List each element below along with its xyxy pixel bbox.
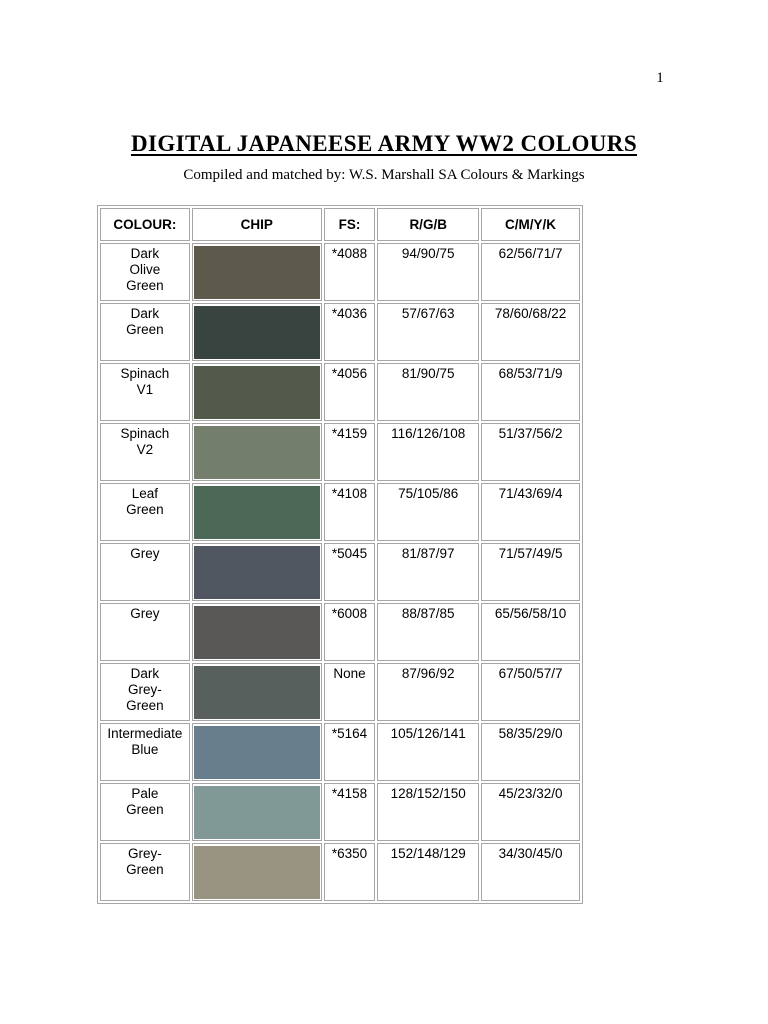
column-header-chip: CHIP	[191, 208, 322, 241]
table-row: Grey *5045 81/87/97 71/57/49/5	[100, 543, 580, 601]
fs-cell: *6008	[323, 603, 376, 661]
colour-name-cell: Spinach V2	[100, 423, 190, 481]
chip-cell	[191, 483, 322, 541]
table-row: Spinach V2 *4159 116/126/108 51/37/56/2	[100, 423, 580, 481]
fs-cell: *6350	[323, 843, 376, 901]
colour-chip-swatch	[193, 726, 320, 779]
table-row: Leaf Green *4108 75/105/86 71/43/69/4	[100, 483, 580, 541]
chip-cell	[191, 603, 322, 661]
cmyk-cell: 65/56/58/10	[481, 603, 580, 661]
fs-cell: None	[323, 663, 376, 721]
colour-chip-swatch	[193, 666, 320, 719]
colour-name-cell: Dark Olive Green	[100, 243, 190, 301]
chip-cell	[191, 843, 322, 901]
fs-cell: *4088	[323, 243, 376, 301]
fs-cell: *5045	[323, 543, 376, 601]
fs-cell: *4159	[323, 423, 376, 481]
chip-cell	[191, 783, 322, 841]
column-header-cmyk: C/M/Y/K	[481, 208, 580, 241]
rgb-cell: 128/152/150	[377, 783, 480, 841]
column-header-rgb: R/G/B	[377, 208, 480, 241]
chip-cell	[191, 723, 322, 781]
cmyk-cell: 34/30/45/0	[481, 843, 580, 901]
fs-cell: *4036	[323, 303, 376, 361]
chip-cell	[191, 543, 322, 601]
colour-name-cell: Intermediate Blue	[100, 723, 190, 781]
chip-cell	[191, 243, 322, 301]
cmyk-cell: 78/60/68/22	[481, 303, 580, 361]
table-row: Dark Olive Green *4088 94/90/75 62/56/71…	[100, 243, 580, 301]
table-row: Pale Green *4158 128/152/150 45/23/32/0	[100, 783, 580, 841]
rgb-cell: 57/67/63	[377, 303, 480, 361]
colour-name-cell: Grey- Green	[100, 843, 190, 901]
fs-cell: *4056	[323, 363, 376, 421]
cmyk-cell: 58/35/29/0	[481, 723, 580, 781]
column-header-colour: COLOUR:	[100, 208, 190, 241]
fs-cell: *4108	[323, 483, 376, 541]
colour-chip-swatch	[193, 546, 320, 599]
colour-name-cell: Leaf Green	[100, 483, 190, 541]
rgb-cell: 105/126/141	[377, 723, 480, 781]
table-header-row: COLOUR: CHIP FS: R/G/B C/M/Y/K	[100, 208, 580, 241]
page-subtitle: Compiled and matched by: W.S. Marshall S…	[183, 167, 585, 183]
colour-table: COLOUR: CHIP FS: R/G/B C/M/Y/K Dark Oliv…	[97, 205, 583, 904]
cmyk-cell: 45/23/32/0	[481, 783, 580, 841]
table-row: Dark Grey- Green None 87/96/92 67/50/57/…	[100, 663, 580, 721]
colour-name-cell: Pale Green	[100, 783, 190, 841]
table-row: Dark Green *4036 57/67/63 78/60/68/22	[100, 303, 580, 361]
colour-chip-swatch	[193, 846, 320, 899]
colour-chip-swatch	[193, 486, 320, 539]
page-title: DIGITAL JAPANEESE ARMY WW2 COLOURS	[130, 131, 638, 157]
colour-name-cell: Spinach V1	[100, 363, 190, 421]
rgb-cell: 87/96/92	[377, 663, 480, 721]
rgb-cell: 81/90/75	[377, 363, 480, 421]
rgb-cell: 94/90/75	[377, 243, 480, 301]
rgb-cell: 116/126/108	[377, 423, 480, 481]
colour-chip-swatch	[193, 426, 320, 479]
rgb-cell: 81/87/97	[377, 543, 480, 601]
chip-cell	[191, 423, 322, 481]
colour-name-cell: Dark Green	[100, 303, 190, 361]
rgb-cell: 152/148/129	[377, 843, 480, 901]
fs-cell: *5164	[323, 723, 376, 781]
chip-cell	[191, 363, 322, 421]
colour-chip-swatch	[193, 786, 320, 839]
colour-chip-swatch	[193, 606, 320, 659]
colour-name-cell: Dark Grey- Green	[100, 663, 190, 721]
cmyk-cell: 71/57/49/5	[481, 543, 580, 601]
colour-name-cell: Grey	[100, 543, 190, 601]
cmyk-cell: 68/53/71/9	[481, 363, 580, 421]
colour-table-wrap: COLOUR: CHIP FS: R/G/B C/M/Y/K Dark Oliv…	[97, 205, 583, 904]
fs-cell: *4158	[323, 783, 376, 841]
cmyk-cell: 71/43/69/4	[481, 483, 580, 541]
cmyk-cell: 67/50/57/7	[481, 663, 580, 721]
table-row: Spinach V1 *4056 81/90/75 68/53/71/9	[100, 363, 580, 421]
page-number: 1	[656, 70, 664, 86]
table-row: Intermediate Blue *5164 105/126/141 58/3…	[100, 723, 580, 781]
colour-name-cell: Grey	[100, 603, 190, 661]
rgb-cell: 75/105/86	[377, 483, 480, 541]
column-header-fs: FS:	[323, 208, 376, 241]
colour-chip-swatch	[193, 306, 320, 359]
cmyk-cell: 51/37/56/2	[481, 423, 580, 481]
cmyk-cell: 62/56/71/7	[481, 243, 580, 301]
chip-cell	[191, 303, 322, 361]
colour-table-body: Dark Olive Green *4088 94/90/75 62/56/71…	[100, 243, 580, 901]
rgb-cell: 88/87/85	[377, 603, 480, 661]
table-row: Grey- Green *6350 152/148/129 34/30/45/0	[100, 843, 580, 901]
colour-chip-swatch	[193, 246, 320, 299]
table-row: Grey *6008 88/87/85 65/56/58/10	[100, 603, 580, 661]
chip-cell	[191, 663, 322, 721]
colour-chip-swatch	[193, 366, 320, 419]
